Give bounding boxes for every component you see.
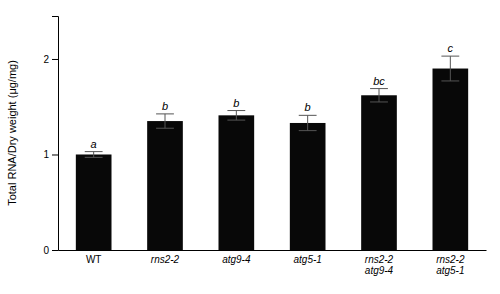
error-bar: [156, 114, 174, 128]
x-tick-label: rns2-2atg9-4: [365, 254, 394, 276]
x-tick: atg9-4: [222, 254, 251, 265]
y-axis-line: [52, 17, 59, 251]
bar: [76, 154, 112, 250]
error-bar-stem: [165, 114, 166, 128]
x-tick-label: atg9-4: [222, 254, 251, 265]
y-tick: 2: [43, 54, 58, 65]
x-tick: rns2-2atg5-1: [436, 254, 465, 276]
error-bar: [370, 89, 388, 102]
annotation: c: [448, 42, 454, 54]
x-axis: WTrns2-2atg9-4atg5-1rns2-2atg9-4rns2-2at…: [59, 251, 487, 277]
error-bar: [227, 111, 245, 121]
bar: [290, 123, 326, 250]
error-bar-cap: [441, 56, 459, 57]
x-tick: WT: [86, 254, 102, 265]
error-bar-cap: [156, 113, 174, 114]
y-tick-label: 1: [43, 149, 49, 160]
error-bar-cap: [441, 80, 459, 81]
x-tick-label-line: atg5-1: [293, 254, 321, 265]
x-tick: atg5-1: [293, 254, 321, 265]
x-tick-label-line: atg9-4: [222, 254, 251, 265]
x-tick: rns2-2: [151, 254, 180, 265]
y-tick-mark: [52, 59, 58, 60]
y-axis: 0 1 2: [43, 17, 58, 256]
error-bar-cap: [370, 101, 388, 102]
marks: [76, 56, 468, 250]
annotation: a: [91, 138, 97, 150]
error-bar-stem: [450, 56, 451, 81]
x-tick-label: atg5-1: [293, 254, 321, 265]
x-tick: rns2-2atg9-4: [365, 254, 394, 276]
x-tick-label: rns2-2atg5-1: [436, 254, 465, 276]
y-tick-label: 2: [43, 54, 49, 65]
error-bar-stem: [93, 152, 94, 158]
error-bar: [441, 56, 459, 81]
chart: abbbbcc012WTrns2-2atg9-4atg5-1rns2-2atg9…: [0, 0, 500, 294]
error-bar-cap: [85, 151, 103, 152]
x-tick-label: rns2-2: [151, 254, 180, 265]
error-bar-cap: [370, 88, 388, 89]
annotation: b: [233, 97, 239, 109]
annotation: b: [305, 101, 311, 113]
annotation: bc: [373, 75, 385, 87]
x-tick-label-line: WT: [86, 254, 102, 265]
y-tick-label: 0: [43, 245, 49, 256]
error-bar: [85, 152, 103, 158]
annotation: b: [162, 100, 168, 112]
plot: abbbbcc012WTrns2-2atg9-4atg5-1rns2-2atg9…: [43, 17, 486, 277]
y-tick: 0: [43, 245, 58, 256]
x-axis-line: [59, 250, 487, 251]
x-tick-label: WT: [86, 254, 102, 265]
y-axis-title: Total RNA/Dry weight (μg/mg): [6, 60, 18, 206]
error-bar-stem: [307, 115, 308, 130]
annotations: a b b b bc c: [91, 42, 454, 150]
error-bar-cap: [299, 115, 317, 116]
x-tick-label-line: atg9-4: [365, 265, 394, 276]
error-bar-cap: [156, 128, 174, 129]
y-tick: 1: [43, 149, 58, 160]
error-bar: [299, 115, 317, 130]
y-tick-mark: [52, 154, 58, 155]
bar: [219, 115, 255, 250]
x-tick-label-line: rns2-2: [436, 254, 465, 265]
error-bar-stem: [236, 111, 237, 121]
error-bar-cap: [227, 120, 245, 121]
x-tick-label-line: rns2-2: [365, 254, 394, 265]
x-tick-label-line: atg5-1: [436, 265, 464, 276]
error-bar-cap: [299, 130, 317, 131]
bar: [147, 121, 183, 250]
y-tick-mark: [52, 250, 58, 251]
x-tick-label-line: rns2-2: [151, 254, 180, 265]
error-bar-cap: [227, 110, 245, 111]
bar: [361, 95, 397, 250]
error-bar-stem: [379, 89, 380, 102]
bar: [433, 69, 469, 250]
error-bar-cap: [85, 157, 103, 158]
